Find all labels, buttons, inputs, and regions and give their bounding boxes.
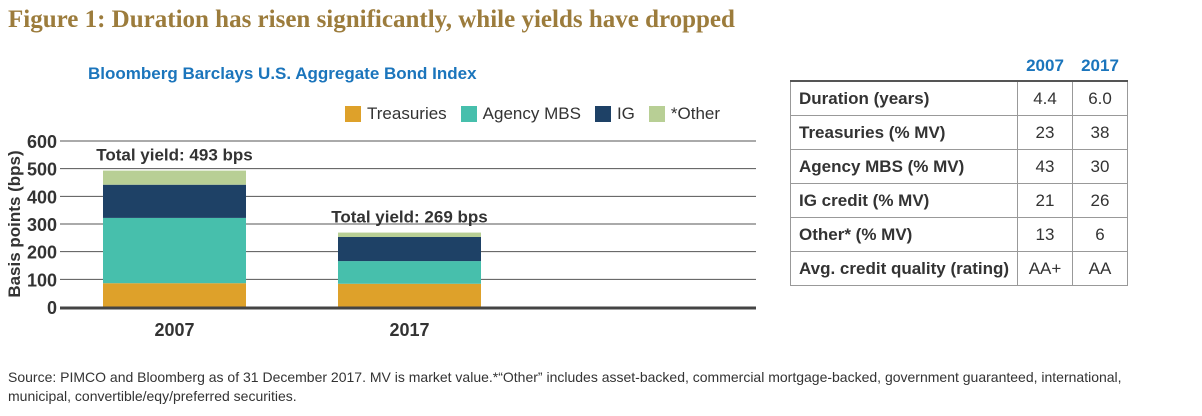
- column-header: [790, 52, 1018, 82]
- y-tick-label: 600: [27, 132, 57, 152]
- table-row: Treasuries (% MV) 23 38: [789, 115, 1129, 150]
- bar-segment-agencymbs-2007: [103, 217, 246, 284]
- row-label: IG credit (% MV): [789, 183, 1019, 218]
- table-cell: AA+: [1017, 251, 1074, 286]
- legend-label: Treasuries: [367, 104, 447, 123]
- table-cell: 21: [1017, 183, 1074, 218]
- table-row: IG credit (% MV) 21 26: [789, 183, 1129, 218]
- bar-segment-other-2007: [103, 170, 246, 185]
- table-cell: 6.0: [1072, 80, 1129, 116]
- legend-swatch: [648, 106, 665, 122]
- table-row: Other* (% MV) 13 6: [789, 217, 1129, 252]
- legend-item: Treasuries: [345, 104, 447, 124]
- bar-segment-ig-2007: [103, 184, 246, 218]
- legend-swatch: [594, 106, 611, 122]
- legend-item: IG: [594, 104, 635, 124]
- bar-segment-treasuries-2017: [338, 283, 481, 307]
- legend-label: IG: [616, 104, 635, 123]
- y-tick-label: 200: [27, 243, 57, 263]
- x-tick-label: 2007: [154, 320, 194, 340]
- table-cell: 6: [1072, 217, 1129, 252]
- y-tick-label: 0: [47, 298, 57, 318]
- y-tick-label: 500: [27, 160, 57, 180]
- table-row: Duration (years) 4.4 6.0: [789, 80, 1129, 116]
- table-cell: 30: [1072, 149, 1129, 184]
- table-row: Agency MBS (% MV) 43 30: [789, 149, 1129, 184]
- source-note: Source: PIMCO and Bloomberg as of 31 Dec…: [8, 369, 1122, 404]
- y-tick-label: 100: [27, 270, 57, 290]
- row-label: Treasuries (% MV): [789, 115, 1019, 150]
- table-cell: 13: [1017, 217, 1074, 252]
- column-header: 2017: [1072, 52, 1128, 82]
- table-cell: 43: [1017, 149, 1074, 184]
- table-cell: 23: [1017, 115, 1074, 150]
- x-tick-label: 2017: [389, 320, 429, 340]
- table-cell: 38: [1072, 115, 1129, 150]
- y-tick-label: 300: [27, 215, 57, 235]
- legend-label: Agency MBS: [482, 104, 581, 123]
- legend-label: *Other: [670, 104, 721, 123]
- table-row: Avg. credit quality (rating) AA+ AA: [789, 251, 1129, 286]
- stats-table: 2007 2017 Duration (years) 4.4 6.0 Treasuries…: [789, 52, 1129, 286]
- bar-segment-other-2017: [338, 232, 481, 238]
- row-label: Duration (years): [789, 80, 1019, 116]
- table-cell: AA: [1072, 251, 1129, 286]
- column-header: 2007: [1017, 52, 1073, 82]
- table-cell: 4.4: [1017, 80, 1074, 116]
- total-yield-label: Total yield: 493 bps: [96, 146, 253, 165]
- bar-segment-ig-2017: [338, 237, 481, 262]
- legend-swatch: [460, 106, 477, 122]
- row-label: Avg. credit quality (rating): [789, 251, 1019, 286]
- legend-item: Agency MBS: [460, 104, 581, 124]
- legend-swatch: [345, 106, 361, 122]
- row-label: Other* (% MV): [789, 217, 1019, 252]
- total-yield-label: Total yield: 269 bps: [331, 208, 488, 227]
- legend-item: *Other: [648, 104, 721, 124]
- table-cell: 26: [1072, 183, 1129, 218]
- legend: Treasuries Agency MBS IG *Other: [345, 104, 720, 124]
- y-axis-label: Basis points (bps): [5, 150, 24, 297]
- y-tick-label: 400: [27, 187, 57, 207]
- figure-title: Figure 1: Duration has risen significant…: [8, 6, 735, 33]
- row-label: Agency MBS (% MV): [789, 149, 1019, 184]
- chart-title: Bloomberg Barclays U.S. Aggregate Bond I…: [88, 64, 477, 83]
- bar-segment-agencymbs-2017: [338, 261, 481, 284]
- bar-segment-treasuries-2007: [103, 283, 246, 307]
- header-row: 2007 2017: [790, 52, 1128, 82]
